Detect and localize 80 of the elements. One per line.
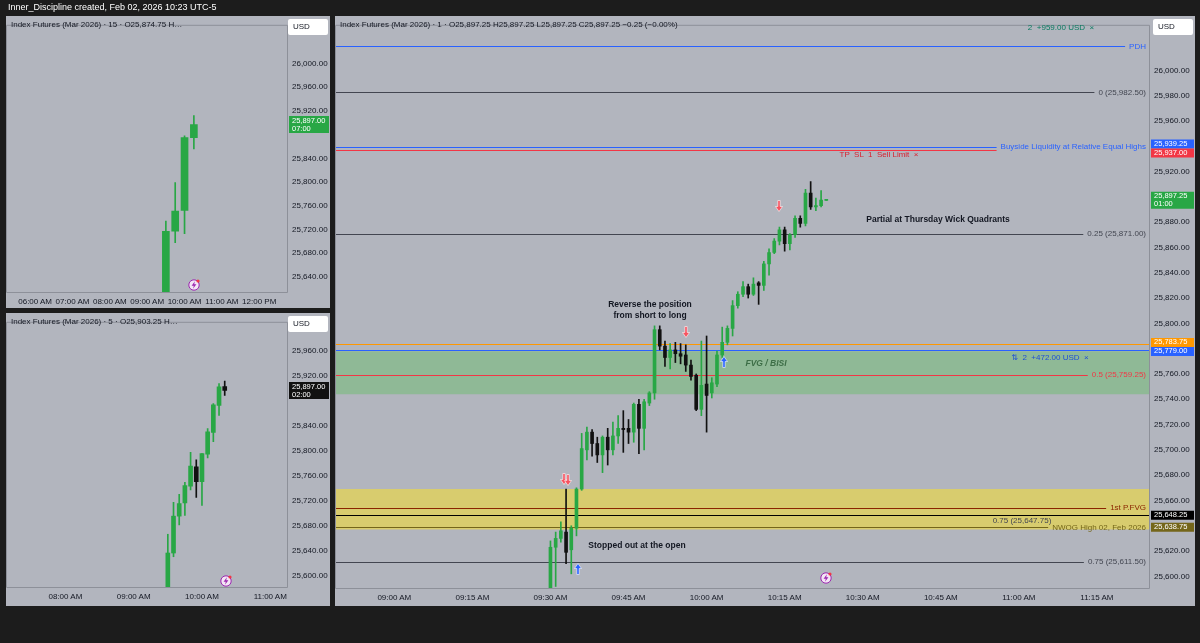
x-tick-label: 10:30 AM	[845, 593, 880, 602]
y-tick-label: 25,740.00	[1154, 394, 1191, 404]
x-tick-label: 09:45 AM	[611, 593, 646, 602]
y-tick-label: 25,840.00	[292, 421, 329, 431]
annotation: 0.75 (25,647.75)	[992, 514, 1052, 526]
ref-line-label: 0.5 (25,759.25)	[1091, 370, 1147, 380]
annotation: Stopped out at the open	[588, 539, 686, 551]
y-tick-label: 25,700.00	[1154, 445, 1191, 455]
y-tick-label: 25,960.00	[292, 346, 329, 356]
y-tick-label: 25,760.00	[292, 471, 329, 481]
chart-title: Index Futures (Mar 2026) · 1 · O25,897.25 H25,897.25 L25,897.25 C25,897.25 −0.25 (−0.00%)	[340, 20, 678, 29]
y-tick-label: 25,660.00	[1154, 495, 1191, 505]
y-tick-label: 25,840.00	[1154, 267, 1191, 277]
x-tick-label: 06:00 AM	[18, 297, 53, 306]
x-tick-label: 10:00 AM	[185, 592, 220, 601]
y-tick-label: 26,000.00	[292, 58, 329, 68]
x-tick-label: 09:15 AM	[455, 593, 490, 602]
y-tick-label: 25,820.00	[1154, 293, 1191, 303]
y-tick-label: 25,800.00	[292, 446, 329, 456]
x-tick-label: 11:15 AM	[1080, 593, 1114, 602]
y-tick-label: 25,860.00	[1154, 242, 1191, 252]
x-tick-label: 07:00 AM	[55, 297, 90, 306]
y-tick-label: 25,680.00	[292, 248, 329, 258]
y-tick-label: 25,620.00	[1154, 546, 1191, 556]
ref-line-label: 0.75 (25,611.50)	[1087, 557, 1147, 567]
ref-line-label: 0.25 (25,871.00)	[1087, 228, 1147, 238]
y-tick-label: 25,640.00	[292, 272, 329, 282]
y-tick-label: 25,760.00	[292, 200, 329, 210]
x-tick-label: 08:00 AM	[48, 592, 83, 601]
annotation: 2 +959.00 USD ×	[1027, 21, 1095, 33]
x-tick-label: 11:00 AM	[1002, 593, 1036, 602]
x-tick-label: 09:00 AM	[377, 593, 412, 602]
y-tick-label: 25,960.00	[292, 82, 329, 92]
y-tick-label: 25,880.00	[1154, 217, 1191, 227]
currency-button: USD	[1153, 19, 1193, 35]
y-tick-label: 25,980.00	[1154, 90, 1191, 100]
annotation: TP SL 1 Sell Limit ×	[839, 148, 919, 160]
y-tick-label: 25,960.00	[1154, 116, 1191, 126]
annotation: Partial at Thursday Wick Quadrants	[866, 213, 1010, 225]
ref-line-label: 0 (25,982.50)	[1098, 87, 1147, 97]
y-tick-label: 26,000.00	[1154, 65, 1191, 75]
y-tick-label: 25,840.00	[292, 153, 329, 163]
y-tick-label: 25,720.00	[1154, 419, 1191, 429]
currency-button: USD	[288, 19, 328, 35]
x-tick-label: 10:45 AM	[923, 593, 959, 602]
y-tick-label: 25,720.00	[292, 496, 329, 506]
candlestick	[621, 410, 626, 453]
x-tick-label: 11:00 AM	[253, 592, 288, 601]
y-tick-label: 25,680.00	[1154, 470, 1191, 480]
ref-line-label: Buyside Liquidity at Relative Equal Highs	[1000, 142, 1146, 152]
annotation: Reverse the position from short to long	[608, 299, 692, 321]
y-tick-label: 25,680.00	[292, 521, 329, 531]
y-tick-label: 25,920.00	[1154, 166, 1191, 176]
currency-button: USD	[288, 316, 328, 332]
chart-subtitle: Inner_Discipline created, Feb 02, 2026 10:23 UTC-5	[8, 2, 217, 12]
annotation: FVG / BISI	[745, 357, 787, 369]
y-tick-label: 25,760.00	[1154, 369, 1191, 379]
x-tick-label: 08:00 AM	[92, 297, 128, 306]
ref-line-label: NWOG High 02, Feb 2026	[1052, 522, 1147, 532]
y-tick-label: 25,600.00	[292, 571, 329, 581]
y-tick-label: 25,920.00	[292, 106, 329, 116]
x-tick-label: 09:30 AM	[533, 593, 568, 602]
annotation: ⇅ 2 +472.00 USD ×	[1011, 351, 1089, 363]
x-tick-label: 10:00 AM	[167, 297, 202, 306]
ref-line-label: 1st P.FVG	[1110, 503, 1146, 513]
x-tick-label: 09:00 AM	[116, 592, 151, 601]
chart-title: Index Futures (Mar 2026) · 15 · O25,874.75 H…	[11, 20, 183, 29]
x-tick-label: 12:00 PM	[242, 297, 277, 306]
chart-title: Index Futures (Mar 2026) · 5 · O25,903.25 H…	[11, 317, 178, 326]
y-tick-label: 25,800.00	[1154, 318, 1191, 328]
y-tick-label: 25,640.00	[292, 546, 329, 556]
x-tick-label: 09:00 AM	[130, 297, 165, 306]
x-tick-label: 10:15 AM	[767, 593, 802, 602]
y-tick-label: 25,720.00	[292, 224, 329, 234]
y-tick-label: 25,800.00	[292, 177, 329, 187]
x-tick-label: 11:00 AM	[205, 297, 239, 306]
y-tick-label: 25,600.00	[1154, 571, 1191, 581]
ref-line-label: PDH	[1129, 41, 1147, 51]
x-tick-label: 10:00 AM	[689, 593, 724, 602]
y-tick-label: 25,920.00	[292, 371, 329, 381]
